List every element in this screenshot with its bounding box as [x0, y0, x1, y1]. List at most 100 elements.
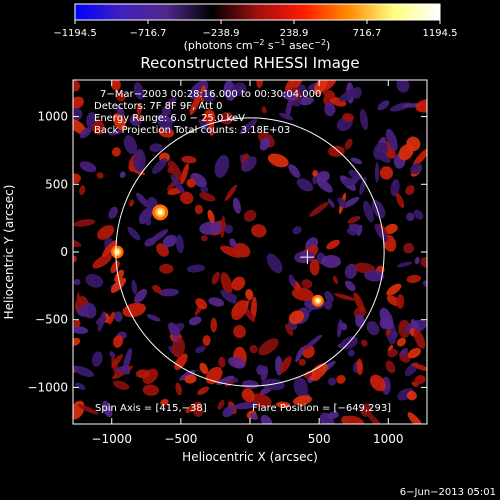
- positive-blob: [202, 335, 211, 346]
- negative-blob: [344, 280, 356, 292]
- positive-blob: [174, 353, 188, 370]
- negative-blob: [115, 104, 125, 116]
- positive-blob: [107, 311, 116, 325]
- negative-blob: [390, 179, 400, 197]
- positive-blob: [199, 192, 216, 202]
- negative-blob: [162, 234, 177, 248]
- negative-blob: [396, 80, 410, 93]
- positive-blob: [309, 201, 329, 217]
- positive-blob: [251, 224, 267, 238]
- negative-blob: [355, 314, 365, 328]
- positive-blob: [396, 337, 406, 347]
- positive-blob: [73, 337, 81, 346]
- negative-blob: [385, 128, 398, 152]
- positive-blob: [201, 235, 208, 242]
- negative-blob: [224, 224, 234, 234]
- negative-blob: [79, 127, 92, 139]
- positive-blob: [116, 92, 126, 102]
- negative-blob: [293, 377, 308, 398]
- negative-blob: [260, 414, 273, 424]
- positive-blob: [361, 339, 368, 347]
- annotation-line: Energy Range: 6.0 − 25.0 keV: [94, 113, 245, 124]
- negative-blob: [133, 82, 145, 100]
- positive-blob: [406, 274, 422, 284]
- positive-blob: [175, 382, 183, 396]
- negative-blob: [295, 346, 304, 363]
- negative-blob: [131, 279, 138, 295]
- positive-blob: [73, 173, 81, 184]
- positive-blob: [199, 362, 209, 375]
- negative-blob: [146, 314, 161, 322]
- positive-blob: [261, 106, 267, 114]
- negative-blob: [79, 161, 97, 173]
- negative-blob: [133, 149, 146, 172]
- positive-blob: [180, 163, 189, 185]
- positive-blob: [207, 209, 215, 223]
- positive-blob: [420, 257, 427, 268]
- negative-blob: [161, 105, 172, 116]
- positive-blob: [220, 272, 233, 295]
- negative-blob: [158, 288, 179, 297]
- negative-blob: [300, 96, 314, 106]
- negative-blob: [75, 382, 86, 391]
- positive-blob: [403, 242, 414, 254]
- negative-blob: [343, 177, 356, 187]
- positive-blob: [353, 292, 365, 313]
- negative-blob: [344, 263, 358, 279]
- negative-blob: [134, 288, 148, 304]
- positive-blob: [405, 185, 415, 196]
- negative-blob: [321, 255, 341, 268]
- negative-blob: [172, 336, 179, 343]
- colorbar-ticks: −1194.5 −716.7 −238.9 238.9 716.7 1194.5: [53, 20, 458, 39]
- negative-blob: [214, 154, 230, 178]
- hot-spot-peak: [157, 209, 163, 215]
- y-tick-label: −1000: [27, 380, 68, 394]
- annotation-line: Back Projection Total counts: 3.18E+03: [94, 125, 290, 136]
- positive-blob: [220, 245, 243, 258]
- negative-blob: [232, 197, 241, 214]
- positive-blob: [73, 96, 84, 109]
- negative-blob: [220, 289, 237, 304]
- positive-blob: [197, 386, 210, 395]
- negative-blob: [109, 351, 116, 358]
- positive-blob: [194, 204, 203, 215]
- positive-blob: [114, 269, 125, 283]
- spin-axis-cross: [300, 250, 315, 265]
- positive-blob: [231, 300, 248, 321]
- negative-blob: [279, 112, 294, 121]
- positive-blob: [142, 384, 159, 396]
- x-axis-ticks: −1000 −500 0 500 1000: [91, 80, 404, 446]
- positive-blob: [267, 153, 289, 168]
- positive-blob: [111, 147, 121, 157]
- x-tick-label: −500: [164, 432, 197, 446]
- negative-blob: [241, 156, 257, 172]
- negative-blob: [266, 253, 283, 274]
- negative-blob: [374, 223, 388, 243]
- negative-blob: [201, 89, 216, 103]
- positive-blob: [136, 102, 142, 116]
- negative-blob: [91, 351, 103, 367]
- positive-blob: [73, 219, 96, 227]
- negative-blob: [239, 119, 258, 135]
- positive-blob: [293, 395, 312, 406]
- positive-blob: [231, 276, 246, 291]
- y-axis-ticks: −1000 −500 0 500 1000: [27, 110, 427, 394]
- positive-blob: [129, 199, 135, 207]
- negative-blob: [316, 170, 330, 183]
- positive-blob: [112, 380, 130, 390]
- negative-blob: [389, 331, 399, 340]
- annotation-line: 7−Mar−2003 00:28:16.000 to 00:30:04.000: [100, 89, 321, 100]
- positive-blob: [328, 145, 345, 157]
- negative-blob: [119, 171, 126, 178]
- negative-blob: [144, 237, 157, 247]
- colorbar-unit: (photons cm−2 s−1 asec−2): [184, 38, 331, 52]
- colorbar-tick-label: −716.7: [129, 28, 166, 39]
- negative-blob: [73, 278, 81, 286]
- positive-blob: [407, 347, 421, 359]
- negative-blob: [186, 264, 206, 273]
- positive-blob: [243, 209, 257, 222]
- negative-blob: [229, 238, 237, 248]
- negative-blob: [230, 293, 238, 301]
- colorbar-tick-label: 716.7: [353, 28, 382, 39]
